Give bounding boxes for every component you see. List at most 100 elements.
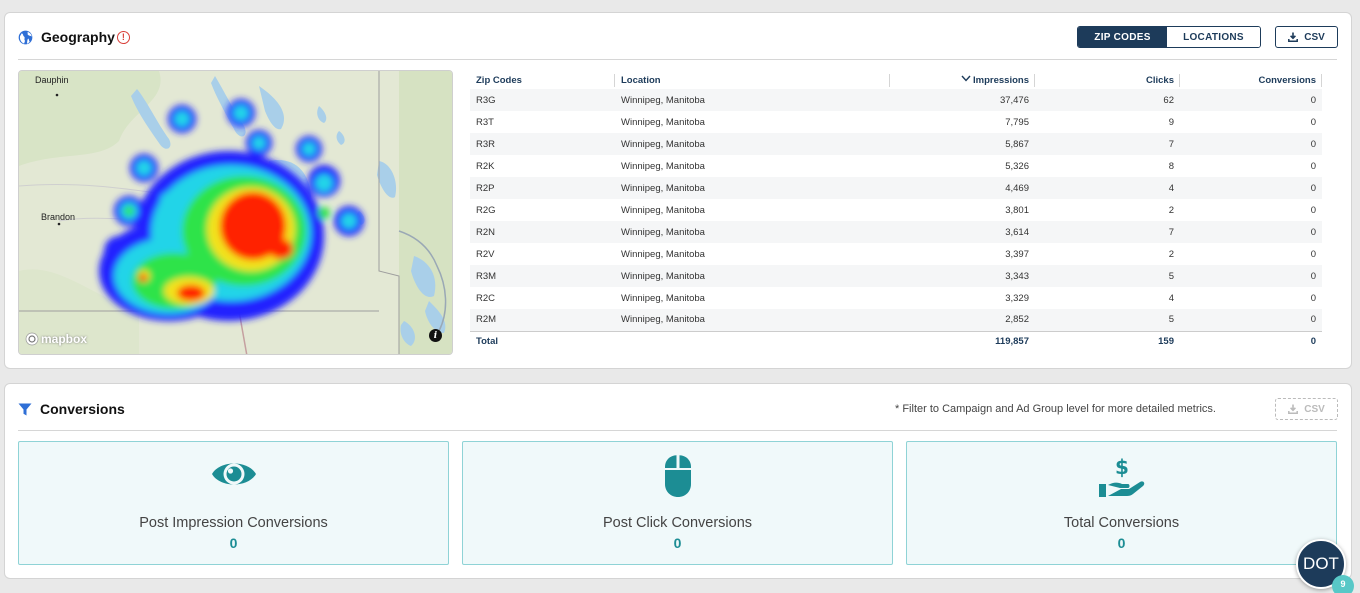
table-row[interactable]: R2M Winnipeg, Manitoba 2,852 5 0 [470,309,1322,331]
card-label: Post Click Conversions [602,515,753,531]
conversions-panel: Conversions * Filter to Campaign and Ad … [4,383,1352,579]
location-cell: Winnipeg, Manitoba [615,89,890,111]
clicks-cell: 8 [1168,160,1174,172]
table-row[interactable]: R2K Winnipeg, Manitoba 5,326 8 0 [470,155,1322,177]
zip-cell: R2G [476,204,496,216]
funnel-icon [18,403,32,415]
zip-cell: R3R [470,133,615,155]
conversions-note: * Filter to Campaign and Ad Group level … [895,403,1216,415]
dot-notification-count: 9 [1332,575,1354,593]
zip-codes-table: Zip Codes Location Impressions Clicks Co… [470,72,1322,352]
clicks-cell: 5 [1035,309,1180,331]
location-cell: Winnipeg, Manitoba [621,116,705,128]
heatmap-layer [99,99,364,321]
clicks-cell: 7 [1035,133,1180,155]
post-click-conversions-card: Post Click Conversions 0 [462,441,893,565]
geography-panel: Geography ! ZIP CODES LOCATIONS CSV [4,12,1352,369]
view-toggle: ZIP CODES LOCATIONS [1077,26,1261,48]
zip-codes-toggle-button[interactable]: ZIP CODES [1078,27,1167,47]
map-label-brandon: Brandon [41,212,76,222]
clicks-cell: 62 [1035,89,1180,111]
clicks-cell: 4 [1035,177,1180,199]
impressions-cell: 37,476 [890,89,1035,111]
zip-cell: R2V [476,248,495,260]
geography-csv-button[interactable]: CSV [1275,26,1338,48]
map-canvas [19,71,452,354]
column-header-impressions[interactable]: Impressions [890,72,1035,89]
table-row[interactable]: R2C Winnipeg, Manitoba 3,329 4 0 [470,287,1322,309]
map-info-icon[interactable]: i [429,329,442,342]
zip-cell: R2N [470,221,615,243]
locations-toggle-button[interactable]: LOCATIONS [1167,27,1260,47]
location-cell: Winnipeg, Manitoba [621,292,705,304]
table-row[interactable]: R2V Winnipeg, Manitoba 3,397 2 0 [470,243,1322,265]
location-cell: Winnipeg, Manitoba [615,177,890,199]
conversions-cell: 0 [1310,248,1316,260]
impressions-cell: 3,614 [890,221,1035,243]
table-header-row: Zip Codes Location Impressions Clicks Co… [470,72,1322,89]
total-impressions: 119,857 [890,330,1035,352]
column-header-conversions[interactable]: Conversions [1180,72,1322,89]
card-label: Total Conversions [1063,515,1180,531]
download-icon [1288,404,1299,414]
globe-icon [18,30,33,44]
mapbox-icon [25,332,39,346]
mapbox-logo[interactable]: mapbox [25,332,87,346]
column-header-zip[interactable]: Zip Codes [470,72,615,89]
column-header-location[interactable]: Location [615,72,890,89]
geography-csv-label: CSV [1304,31,1325,43]
zip-cell: R3G [470,89,615,111]
conversions-csv-label: CSV [1304,403,1325,415]
zip-cell: R3T [476,116,494,128]
table-row[interactable]: R3R Winnipeg, Manitoba 5,867 7 0 [470,133,1322,155]
column-header-clicks[interactable]: Clicks [1035,72,1180,89]
conversions-title: Conversions [40,401,125,417]
sort-desc-icon [961,75,971,82]
table-row[interactable]: R3G Winnipeg, Manitoba 37,476 62 0 [470,89,1322,111]
table-row[interactable]: R3T Winnipeg, Manitoba 7,795 9 0 [470,111,1322,133]
total-label: Total [470,330,615,352]
impressions-cell: 7,795 [1005,116,1029,128]
warning-icon[interactable]: ! [116,30,130,44]
conversions-cell: 0 [1180,133,1322,155]
location-cell: Winnipeg, Manitoba [621,204,705,216]
conversions-cell: 0 [1180,177,1322,199]
svg-text:$: $ [1115,455,1129,479]
conversions-cell: 0 [1310,204,1316,216]
table-row[interactable]: R3M Winnipeg, Manitoba 3,343 5 0 [470,265,1322,287]
card-value: 0 [673,535,682,551]
table-row[interactable]: R2G Winnipeg, Manitoba 3,801 2 0 [470,199,1322,221]
impressions-cell: 3,343 [890,265,1035,287]
impressions-cell: 3,397 [1005,248,1029,260]
mouse-icon [664,455,691,497]
zip-cell: R2M [470,309,615,331]
conversions-header: Conversions [18,401,125,417]
geography-divider [18,59,1337,60]
clicks-cell: 2 [1168,204,1174,216]
zip-cell: R2K [476,160,495,172]
impressions-cell: 3,801 [1005,204,1029,216]
conversions-csv-button[interactable]: CSV [1275,398,1338,420]
total-clicks: 159 [1035,330,1180,352]
card-label: Post Impression Conversions [139,515,328,531]
location-cell: Winnipeg, Manitoba [615,265,890,287]
post-impression-conversions-card: Post Impression Conversions 0 [18,441,449,565]
clicks-cell: 9 [1168,116,1174,128]
dot-label: DOT [1303,554,1339,573]
location-cell: Winnipeg, Manitoba [615,221,890,243]
table-row[interactable]: R2N Winnipeg, Manitoba 3,614 7 0 [470,221,1322,243]
location-cell: Winnipeg, Manitoba [615,133,890,155]
hand-dollar-icon: $ [1098,455,1144,497]
impressions-cell: 3,329 [1005,292,1029,304]
conversions-divider [18,430,1337,431]
heatmap-map[interactable]: Dauphin Brandon mapbox i [18,70,453,355]
impressions-cell: 2,852 [890,309,1035,331]
conversions-cell: 0 [1180,89,1322,111]
table-row[interactable]: R2P Winnipeg, Manitoba 4,469 4 0 [470,177,1322,199]
clicks-cell: 5 [1035,265,1180,287]
conversions-cell: 0 [1180,309,1322,331]
zip-cell: R2P [470,177,615,199]
mapbox-attribution: mapbox [41,332,88,346]
clicks-cell: 7 [1035,221,1180,243]
conversions-cell: 0 [1180,221,1322,243]
